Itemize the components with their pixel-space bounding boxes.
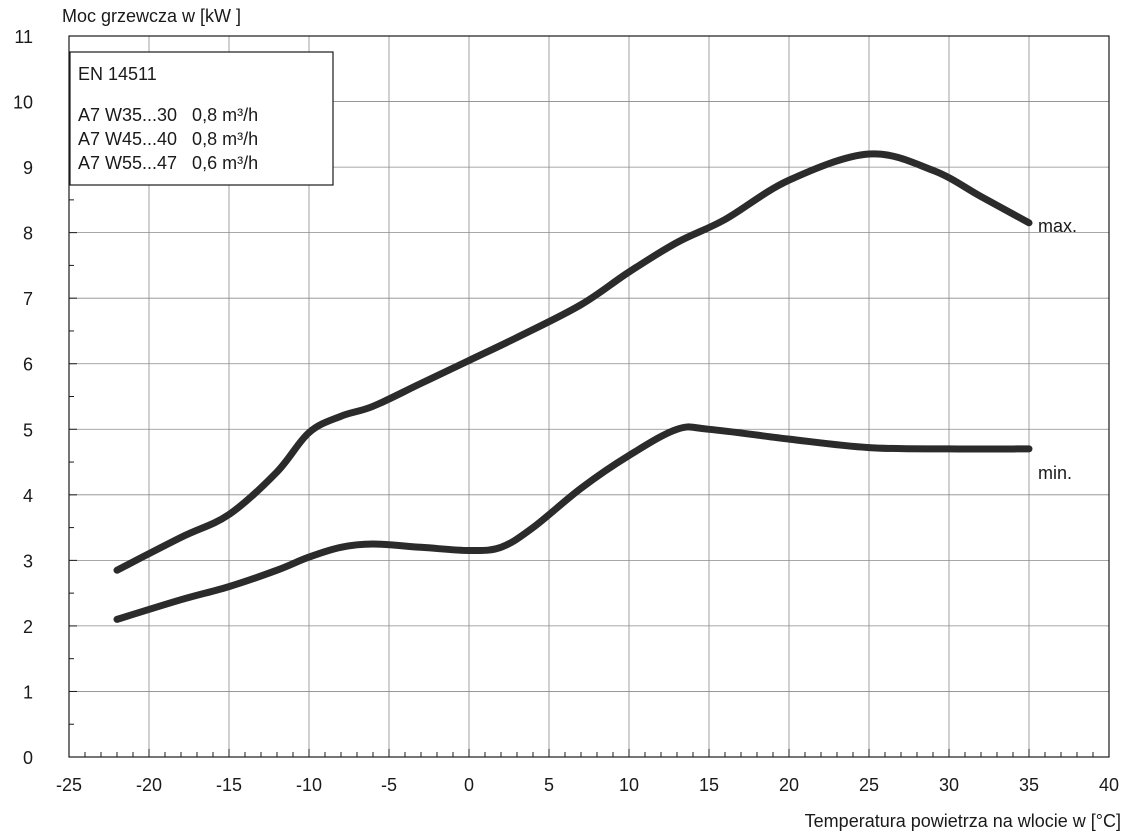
series-label-min: min. bbox=[1038, 463, 1072, 483]
y-tick-label: 9 bbox=[23, 158, 33, 178]
x-tick-label: 35 bbox=[1019, 775, 1039, 795]
y-tick-label: 3 bbox=[23, 551, 33, 571]
legend-box: EN 14511 A7 W35...30 0,8 m³/h A7 W45...4… bbox=[69, 51, 334, 186]
legend-box-frame bbox=[69, 51, 334, 186]
x-tick-label: -10 bbox=[296, 775, 322, 795]
y-tick-label: 8 bbox=[23, 224, 33, 244]
x-tick-labels: -25 -20 -15 -10 -5 0 5 10 15 20 25 30 35 40 bbox=[56, 775, 1119, 795]
y-tick-label: 2 bbox=[23, 617, 33, 637]
x-tick-label: -15 bbox=[216, 775, 242, 795]
y-tick-labels: 0 1 2 3 4 5 6 7 8 9 10 11 bbox=[13, 27, 33, 768]
x-tick-label: -5 bbox=[381, 775, 397, 795]
legend-line-3: A7 W55...47 0,6 m³/h bbox=[78, 153, 258, 173]
y-tick-label: 0 bbox=[23, 748, 33, 768]
legend-line-1: A7 W35...30 0,8 m³/h bbox=[78, 105, 258, 125]
series-line-min bbox=[113, 423, 1033, 623]
y-tick-label: 7 bbox=[23, 289, 33, 309]
y-tick-label: 4 bbox=[23, 486, 33, 506]
y-tick-label: 6 bbox=[23, 355, 33, 375]
y-axis-label: Moc grzewcza w [kW ] bbox=[62, 6, 241, 26]
x-tick-label: -25 bbox=[56, 775, 82, 795]
x-tick-label: 25 bbox=[859, 775, 879, 795]
x-tick-label: 20 bbox=[779, 775, 799, 795]
x-axis-label: Temperatura powietrza na wlocie w [°C] bbox=[805, 811, 1121, 831]
legend-title: EN 14511 bbox=[78, 64, 157, 84]
y-tick-label: 5 bbox=[23, 420, 33, 440]
y-tick-label: 1 bbox=[23, 682, 33, 702]
legend-line-2: A7 W45...40 0,8 m³/h bbox=[78, 129, 258, 149]
x-tick-label: 15 bbox=[699, 775, 719, 795]
x-tick-label: 0 bbox=[464, 775, 474, 795]
series-label-max: max. bbox=[1038, 216, 1077, 236]
x-tick-label: 30 bbox=[939, 775, 959, 795]
x-tick-label: 5 bbox=[544, 775, 554, 795]
grid bbox=[69, 36, 1109, 757]
x-tick-label: 40 bbox=[1099, 775, 1119, 795]
series-lines bbox=[113, 150, 1033, 623]
minor-ticks bbox=[68, 35, 1110, 758]
x-tick-label: 10 bbox=[619, 775, 639, 795]
y-tick-label: 11 bbox=[14, 27, 33, 47]
x-tick-label: -20 bbox=[136, 775, 162, 795]
y-tick-label: 10 bbox=[13, 93, 33, 113]
series-line-max bbox=[113, 150, 1033, 574]
